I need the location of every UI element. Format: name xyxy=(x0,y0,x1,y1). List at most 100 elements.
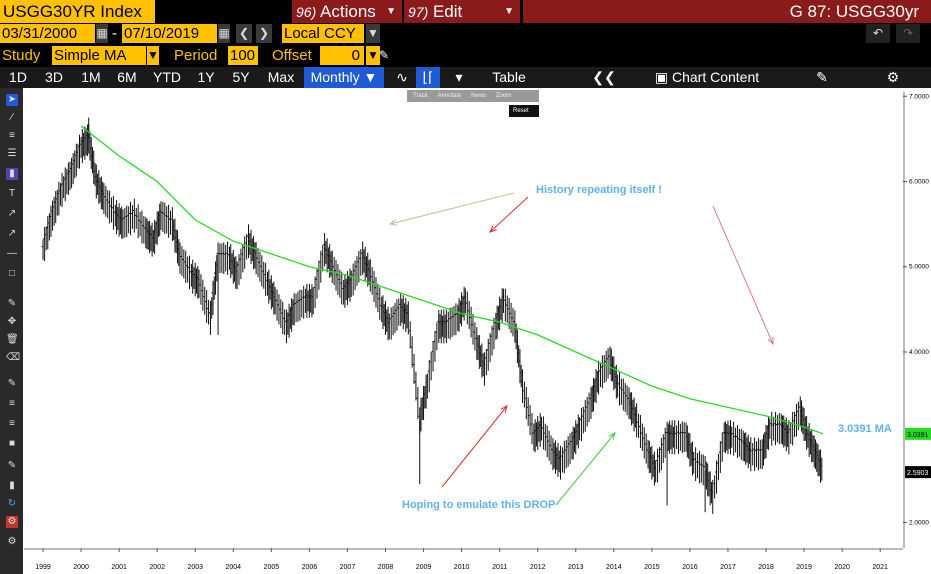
settings-icon[interactable]: ⚙ xyxy=(6,516,18,528)
mode-icon[interactable]: ▮ xyxy=(9,480,15,491)
prev-arrow-icon[interactable]: ❮ xyxy=(236,24,252,43)
fib-tool-icon[interactable]: ☰ xyxy=(7,148,17,159)
annotation-hoping-drop: Hoping to emulate this DROP xyxy=(402,499,555,511)
chart-content-button[interactable]: ▣ Chart Content xyxy=(642,67,772,88)
chart-content-label: Chart Content xyxy=(671,69,760,85)
range-3d[interactable]: 3D xyxy=(45,69,63,85)
range-1m[interactable]: 1M xyxy=(81,69,101,85)
range-1y[interactable]: 1Y xyxy=(197,69,215,85)
x-tick-label: 2016 xyxy=(682,564,698,571)
x-tick-label: 2009 xyxy=(416,564,432,571)
delete-icon[interactable]: 🗑 xyxy=(6,334,19,345)
arrow-tool-icon[interactable]: ↗ xyxy=(7,208,17,219)
arrow-history-pink-head xyxy=(767,336,774,346)
redo-icon[interactable]: ↷ xyxy=(896,24,920,43)
ma-value-flag-label: 3.0391 xyxy=(907,432,929,439)
collapse-icon[interactable]: ❮❮ xyxy=(592,69,616,85)
chevron-down-icon[interactable]: ▾ xyxy=(455,69,463,85)
hline-tool-icon[interactable]: — xyxy=(7,248,17,259)
bar-chart-icon[interactable]: ⌊⌈ xyxy=(416,67,440,88)
arrow-drop-green-head xyxy=(608,432,616,440)
line-chart-icon[interactable]: ∿ xyxy=(396,69,408,85)
pencil-icon[interactable]: ✎ xyxy=(7,298,17,309)
arrow-history-red-head xyxy=(489,225,497,233)
trash-icon[interactable]: ⌫ xyxy=(6,352,21,363)
reset-label: Reset xyxy=(513,108,529,114)
color-icon[interactable]: ■ xyxy=(8,438,16,449)
news-tool[interactable]: News xyxy=(471,93,487,99)
calendar-icon[interactable]: ▦ xyxy=(218,24,230,43)
range-6m[interactable]: 6M xyxy=(117,69,137,85)
x-tick-label: 2014 xyxy=(606,564,622,571)
zoom-tool[interactable]: Zoom xyxy=(495,93,512,99)
arrow-drop-red xyxy=(441,405,508,488)
period-label: Period xyxy=(174,47,218,64)
move-icon[interactable]: ✥ xyxy=(7,316,17,327)
chart-plot-area[interactable] xyxy=(23,88,904,552)
x-tick-label: 2002 xyxy=(149,564,165,571)
y-tick-label: 5.0000 xyxy=(909,264,929,271)
reset-button[interactable]: Reset xyxy=(509,105,539,117)
actions-menu-number: 96) xyxy=(296,4,317,20)
line-width-icon[interactable]: ≡ xyxy=(9,418,15,429)
study-row: Study Simple MA ▼ Period 100 Offset 0 ▼ … xyxy=(0,46,931,66)
style-icon[interactable]: ✎ xyxy=(7,378,17,389)
date-row: 03/31/2000 ▦ - 07/10/2019 ▦ ❮ ❯ Local CC… xyxy=(0,24,931,45)
undo-icon[interactable]: ↶ xyxy=(866,24,890,43)
start-date-field[interactable]: 03/31/2000 xyxy=(0,24,95,43)
study-select[interactable]: Simple MA xyxy=(52,46,146,65)
actions-menu[interactable]: 96) Actions ▼ xyxy=(292,0,402,23)
text-tool-icon[interactable]: T xyxy=(8,188,16,199)
x-tick-label: 2018 xyxy=(758,564,774,571)
ma-value-flag xyxy=(905,427,931,440)
chevron-down-icon[interactable]: ▼ xyxy=(366,24,380,43)
channel-tool-icon[interactable]: ≡ xyxy=(9,130,15,141)
range-1d[interactable]: 1D xyxy=(9,69,27,85)
gear-icon[interactable]: ⚙ xyxy=(7,536,17,547)
edit-menu[interactable]: 97) Edit ▼ xyxy=(404,0,520,23)
range-ytd[interactable]: YTD xyxy=(153,69,181,85)
annotate-tool[interactable]: Annotate xyxy=(437,93,462,99)
eraser-icon[interactable]: ✎ xyxy=(7,460,17,471)
x-tick-label: 1999 xyxy=(35,564,51,571)
refresh-icon[interactable]: ↻ xyxy=(7,498,17,509)
y-tick-label: 4.0000 xyxy=(909,349,929,356)
track-tool[interactable]: Track xyxy=(413,93,428,99)
offset-label: Offset xyxy=(272,47,312,64)
x-tick-label: 2003 xyxy=(187,564,203,571)
mini-toolbar: Track Annotate News Zoom xyxy=(407,90,539,102)
chart-type-icon[interactable]: ▮ xyxy=(6,168,18,180)
ray-tool-icon[interactable]: ↗ xyxy=(7,228,17,239)
last-price-flag-label: 2.5903 xyxy=(907,470,929,477)
cursor-icon[interactable]: ➤ xyxy=(6,94,18,106)
left-toolbar: ➤ ∕ ≡ ☰ ▮ T ↗ ↗ — □ ✎ ✥ 🗑 ⌫ ✎ ≡ ≡ ■ ✎ ▮ … xyxy=(0,88,23,574)
edit-chart-icon[interactable]: ✎ xyxy=(816,69,828,85)
line-style-icon[interactable]: ≡ xyxy=(9,398,15,409)
chart-content-icon: ▣ xyxy=(654,69,669,85)
next-arrow-icon[interactable]: ❯ xyxy=(256,24,272,43)
moving-average-line xyxy=(80,125,824,435)
x-tick-label: 2005 xyxy=(264,564,280,571)
chevron-down-icon[interactable]: ▼ xyxy=(366,46,380,65)
range-max[interactable]: Max xyxy=(267,69,295,85)
arrow-drop-red-head xyxy=(500,404,508,413)
arrow-history-tan xyxy=(389,192,515,225)
currency-select[interactable]: Local CCY xyxy=(282,24,364,43)
range-5y[interactable]: 5Y xyxy=(232,69,250,85)
end-date-field[interactable]: 07/10/2019 xyxy=(122,24,217,43)
x-tick-label: 2008 xyxy=(378,564,394,571)
gear-icon[interactable]: ⚙ xyxy=(886,69,900,85)
shape-tool-icon[interactable]: □ xyxy=(8,268,16,279)
period-field[interactable]: 100 xyxy=(228,46,258,65)
calendar-icon[interactable]: ▦ xyxy=(96,24,108,43)
pencil-icon[interactable]: ✎ xyxy=(378,48,390,62)
line-tool-icon[interactable]: ∕ xyxy=(11,112,13,123)
offset-field[interactable]: 0 xyxy=(320,46,364,65)
last-price-flag xyxy=(905,466,931,479)
table-button[interactable]: Table xyxy=(492,69,526,85)
chevron-down-icon[interactable]: ▼ xyxy=(147,46,159,65)
ticker-field[interactable]: USGG30YR Index xyxy=(0,0,155,23)
frequency-select[interactable]: Monthly ▼ xyxy=(304,67,384,88)
ma-value-annotation: 3.0391 MA xyxy=(838,423,892,435)
